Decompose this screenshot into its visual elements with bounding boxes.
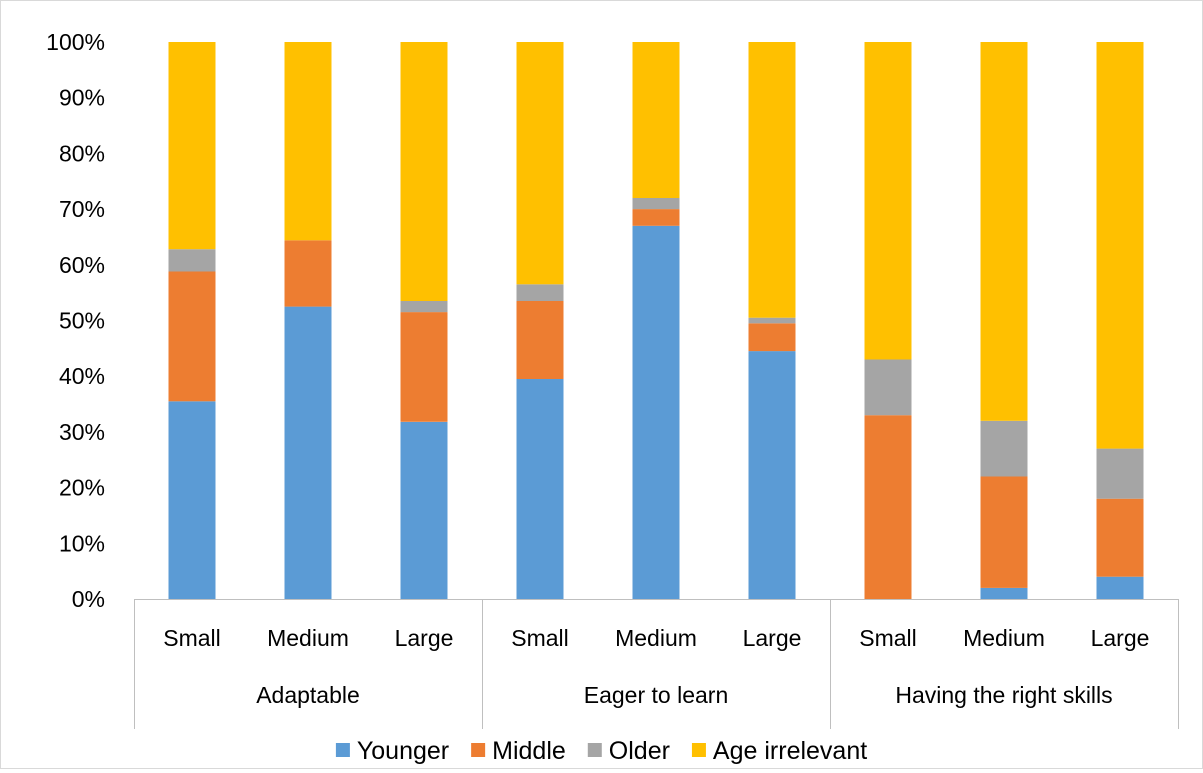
legend-swatch: [587, 743, 602, 757]
bar-segment-older: [516, 284, 564, 301]
x-category-label: Large: [395, 625, 454, 651]
y-tick-label: 10%: [59, 530, 105, 556]
bar-segment-older: [748, 317, 796, 324]
x-category-label: Small: [859, 625, 917, 651]
bar-segment-older: [980, 420, 1028, 477]
bar-segment-age-irrelevant: [284, 42, 332, 241]
legend: Younger Middle Older Age irrelevant: [335, 737, 867, 765]
bar-segment-age-irrelevant: [748, 42, 796, 318]
bar-segment-middle: [284, 240, 332, 307]
bar-segment-middle: [168, 271, 216, 402]
y-tick-label: 30%: [59, 419, 105, 445]
y-tick-label: 90%: [59, 85, 105, 111]
x-category-label: Small: [511, 625, 569, 651]
x-category-label: Medium: [963, 625, 1045, 651]
legend-label: Older: [609, 737, 670, 765]
bars: [168, 42, 1144, 600]
y-tick-label: 0%: [72, 586, 105, 612]
bar-segment-age-irrelevant: [632, 42, 680, 198]
bar-segment-age-irrelevant: [864, 42, 912, 360]
legend-items: Younger Middle Older Age irrelevant: [335, 737, 867, 765]
bar-segment-younger: [980, 587, 1028, 599]
bar-segment-younger: [748, 351, 796, 599]
bar-segment-middle: [516, 301, 564, 379]
legend-label: Middle: [492, 737, 566, 765]
x-group-label: Adaptable: [256, 682, 360, 708]
bar-segment-age-irrelevant: [1096, 42, 1144, 449]
bar-segment-middle: [748, 323, 796, 352]
x-category-label: Large: [1091, 625, 1150, 651]
x-category-label: Large: [743, 625, 802, 651]
bar-segment-younger: [400, 421, 448, 599]
legend-label: Age irrelevant: [713, 737, 867, 765]
bar-segment-age-irrelevant: [400, 42, 448, 301]
bar-segment-older: [400, 301, 448, 313]
bar-segment-middle: [632, 209, 680, 226]
bar-segment-younger: [1096, 576, 1144, 599]
y-tick-label: 70%: [59, 196, 105, 222]
x-group-label: Eager to learn: [584, 682, 728, 708]
legend-label: Younger: [357, 737, 449, 765]
bar-segment-older: [168, 249, 216, 272]
bar-segment-younger: [516, 379, 564, 599]
x-group-label: Having the right skills: [895, 682, 1112, 708]
bar-segment-older: [632, 198, 680, 210]
bar-segment-middle: [400, 312, 448, 422]
x-category-label: Medium: [615, 625, 697, 651]
x-category-label: Medium: [267, 625, 349, 651]
y-tick-label: 50%: [59, 308, 105, 334]
x-category-label: Small: [163, 625, 221, 651]
y-tick-label: 100%: [46, 29, 105, 55]
bar-segment-middle: [864, 415, 912, 599]
y-tick-label: 40%: [59, 363, 105, 389]
legend-swatch: [691, 743, 706, 757]
bar-segment-middle: [1096, 498, 1144, 577]
y-tick-label: 20%: [59, 475, 105, 501]
legend-swatch: [335, 743, 350, 757]
bar-segment-younger: [632, 225, 680, 600]
x-axis: Small Medium Large Small Medium Large Small Med…: [134, 599, 1179, 729]
y-tick-label: 60%: [59, 252, 105, 278]
legend-swatch: [471, 743, 486, 757]
bar-segment-younger: [168, 401, 216, 599]
bar-segment-age-irrelevant: [980, 42, 1028, 421]
bar-segment-age-irrelevant: [168, 42, 216, 250]
bar-segment-older: [864, 359, 912, 416]
bar-segment-middle: [980, 476, 1028, 588]
bar-segment-older: [1096, 448, 1144, 499]
bar-segment-age-irrelevant: [516, 42, 564, 285]
y-tick-label: 80%: [59, 140, 105, 166]
bar-segment-younger: [284, 306, 332, 599]
y-axis: 0% 10% 20% 30% 40% 50% 60% 70% 80% 90% 100%: [46, 29, 105, 612]
